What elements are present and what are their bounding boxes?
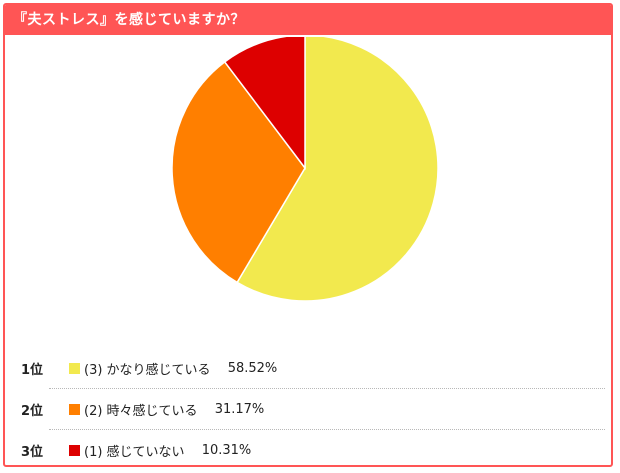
rank-number: 3位 (21, 444, 44, 460)
poll-title: 『夫ストレス』を感じていますか？ (5, 5, 611, 35)
rank-number: 2位 (21, 403, 44, 419)
legend-swatch (69, 444, 80, 456)
ranking-percent: 58.52% (227, 360, 278, 376)
ranking-percent: 31.17% (214, 401, 265, 417)
ranking-percent: 10.31% (201, 442, 252, 458)
ranking-row: 1位 (3) かなり感じている 58.52% (21, 348, 605, 389)
pie-chart-container (5, 34, 611, 347)
ranking-label: (1) 感じていない (84, 444, 185, 460)
legend-swatch (69, 362, 80, 374)
poll-result-card: 『夫ストレス』を感じていますか？ 1位 (3) かなり感じている 58.52% … (3, 3, 613, 467)
ranking-row: 2位 (2) 時々感じている 31.17% (21, 389, 605, 430)
ranking-list: 1位 (3) かなり感じている 58.52% 2位 (2) 時々感じている 31… (5, 348, 611, 465)
pie-slice-2 (171, 60, 306, 284)
ranking-label: (2) 時々感じている (84, 403, 198, 419)
pie-chart (171, 34, 439, 302)
ranking-row: 3位 (1) 感じていない 10.31% (21, 430, 605, 465)
pie-slice-1 (236, 34, 439, 302)
legend-swatch (69, 403, 80, 415)
rank-number: 1位 (21, 362, 44, 378)
ranking-label: (3) かなり感じている (84, 362, 211, 378)
